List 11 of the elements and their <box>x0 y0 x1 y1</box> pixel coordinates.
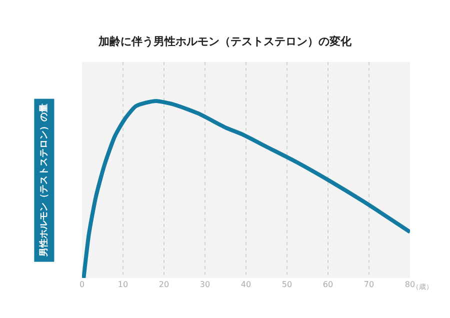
chart-title: 加齢に伴う男性ホルモン（テストステロン）の変化 <box>98 35 352 48</box>
x-tick-label: 40 <box>240 280 252 289</box>
x-tick-label: 80 <box>404 280 416 289</box>
x-tick-label: 60 <box>322 280 334 289</box>
x-tick-label: 10 <box>118 280 128 289</box>
x-tick-label: 20 <box>158 280 170 289</box>
x-tick-label: 70 <box>364 280 374 289</box>
y-axis-title: 男性ホルモン（テストステロン）の量 <box>38 103 50 258</box>
x-tick-label: 50 <box>282 280 292 289</box>
x-tick-label: 0 <box>79 280 85 289</box>
x-tick-label: 30 <box>200 280 210 289</box>
